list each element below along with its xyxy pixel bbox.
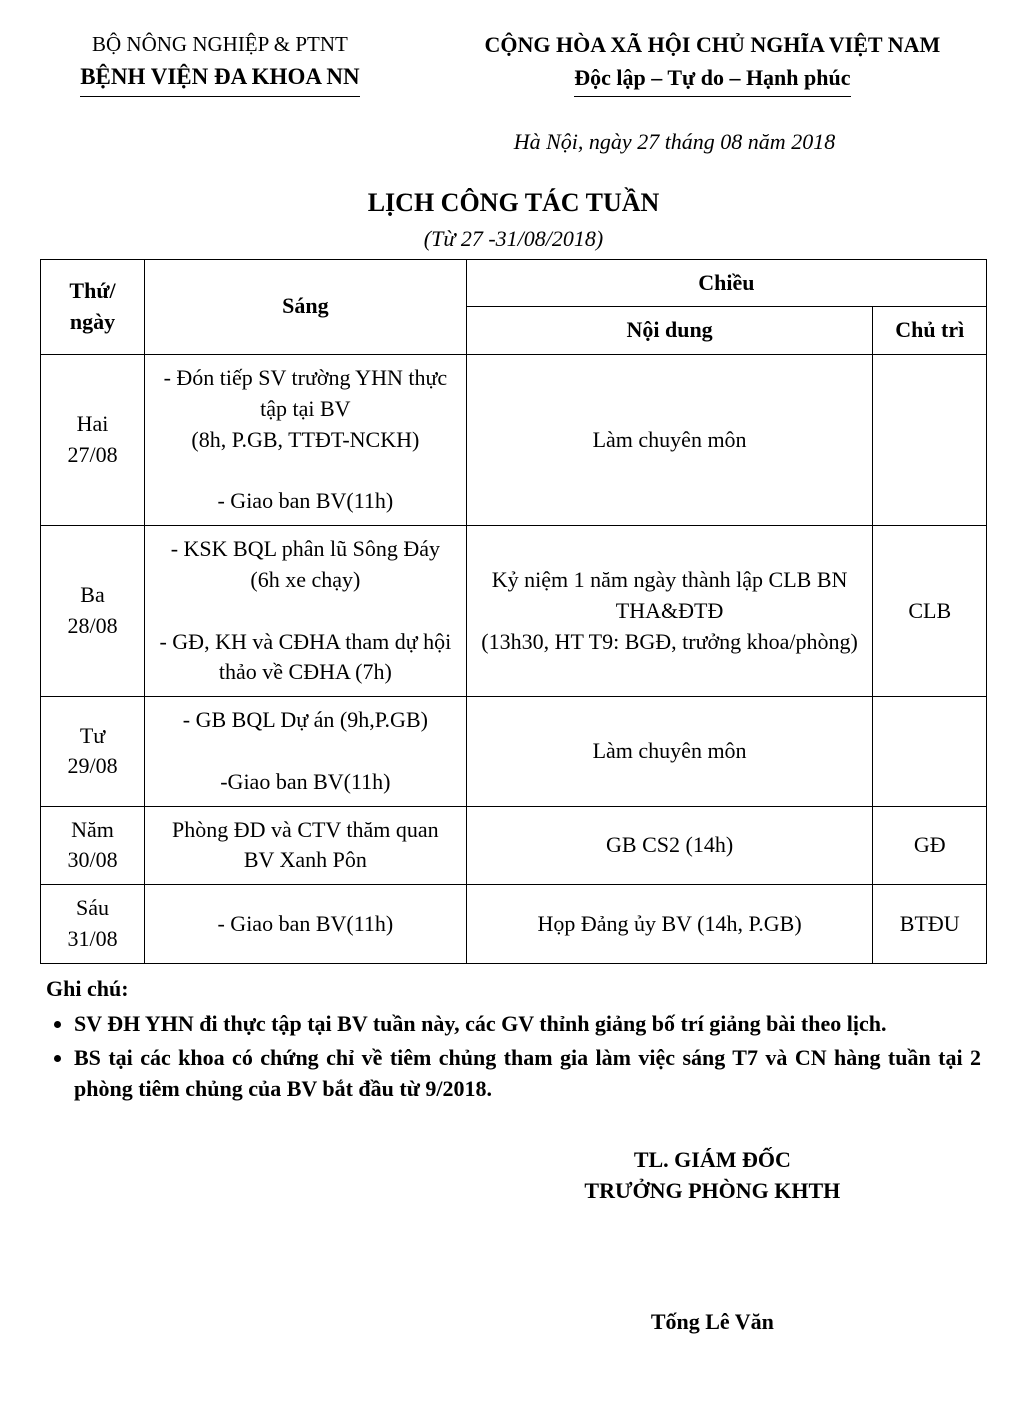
cell-content: Làm chuyên môn xyxy=(466,697,873,806)
table-row: Năm30/08Phòng ĐD và CTV thăm quan BV Xan… xyxy=(41,806,987,885)
cell-day: Hai27/08 xyxy=(41,355,145,526)
date-line: Hà Nội, ngày 27 tháng 08 năm 2018 xyxy=(400,127,949,158)
cell-morning: - Giao ban BV(11h) xyxy=(145,885,467,964)
org-parent: BỘ NÔNG NGHIỆP & PTNT xyxy=(40,30,400,59)
cell-content: GB CS2 (14h) xyxy=(466,806,873,885)
table-row: Ba28/08- KSK BQL phân lũ Sông Đáy (6h xe… xyxy=(41,526,987,697)
cell-morning: - Đón tiếp SV trường YHN thực tập tại BV… xyxy=(145,355,467,526)
th-morning: Sáng xyxy=(145,259,467,355)
th-content: Nội dung xyxy=(466,307,873,355)
org-name: BỆNH VIỆN ĐA KHOA NN xyxy=(80,61,359,96)
cell-chair: GĐ xyxy=(873,806,987,885)
cell-day: Sáu31/08 xyxy=(41,885,145,964)
cell-morning: - KSK BQL phân lũ Sông Đáy (6h xe chạy)-… xyxy=(145,526,467,697)
notes-section: Ghi chú: SV ĐH YHN đi thực tập tại BV tu… xyxy=(40,974,987,1105)
cell-morning: Phòng ĐD và CTV thăm quan BV Xanh Pôn xyxy=(145,806,467,885)
table-row: Hai27/08- Đón tiếp SV trường YHN thực tậ… xyxy=(41,355,987,526)
table-row: Sáu31/08- Giao ban BV(11h)Họp Đảng ủy BV… xyxy=(41,885,987,964)
header-right-block: CỘNG HÒA XÃ HỘI CHỦ NGHĨA VIỆT NAM Độc l… xyxy=(438,30,987,97)
table-row: Tư29/08- GB BQL Dự án (9h,P.GB)-Giao ban… xyxy=(41,697,987,806)
cell-chair xyxy=(873,697,987,806)
table-header: Thứ/ ngày Sáng Chiều Nội dung Chủ trì xyxy=(41,259,987,355)
signature-block: TL. GIÁM ĐỐC TRƯỞNG PHÒNG KHTH Tống Lê V… xyxy=(476,1145,950,1337)
table-body: Hai27/08- Đón tiếp SV trường YHN thực tậ… xyxy=(41,355,987,964)
signature-title-2: TRƯỞNG PHÒNG KHTH xyxy=(476,1176,950,1207)
th-chair: Chủ trì xyxy=(873,307,987,355)
th-afternoon: Chiều xyxy=(466,259,986,307)
cell-day: Ba28/08 xyxy=(41,526,145,697)
doc-title: LỊCH CÔNG TÁC TUẦN xyxy=(40,185,987,221)
cell-content: Kỷ niệm 1 năm ngày thành lập CLB BN THA&… xyxy=(466,526,873,697)
signature-title-1: TL. GIÁM ĐỐC xyxy=(476,1145,950,1176)
nation-line: CỘNG HÒA XÃ HỘI CHỦ NGHĨA VIỆT NAM xyxy=(438,30,987,61)
signature-name: Tống Lê Văn xyxy=(476,1307,950,1338)
notes-list: SV ĐH YHN đi thực tập tại BV tuần này, c… xyxy=(46,1009,981,1105)
notes-label: Ghi chú: xyxy=(46,976,129,1001)
cell-content: Làm chuyên môn xyxy=(466,355,873,526)
note-item: BS tại các khoa có chứng chỉ về tiêm chủ… xyxy=(74,1043,981,1105)
cell-morning: - GB BQL Dự án (9h,P.GB)-Giao ban BV(11h… xyxy=(145,697,467,806)
cell-chair: CLB xyxy=(873,526,987,697)
header-left-block: BỘ NÔNG NGHIỆP & PTNT BỆNH VIỆN ĐA KHOA … xyxy=(40,30,400,97)
cell-day: Tư29/08 xyxy=(41,697,145,806)
th-day: Thứ/ ngày xyxy=(41,259,145,355)
cell-chair xyxy=(873,355,987,526)
cell-day: Năm30/08 xyxy=(41,806,145,885)
doc-subtitle: (Từ 27 -31/08/2018) xyxy=(40,224,987,255)
cell-content: Họp Đảng ủy BV (14h, P.GB) xyxy=(466,885,873,964)
note-item: SV ĐH YHN đi thực tập tại BV tuần này, c… xyxy=(74,1009,981,1040)
document-header: BỘ NÔNG NGHIỆP & PTNT BỆNH VIỆN ĐA KHOA … xyxy=(40,30,987,97)
schedule-table: Thứ/ ngày Sáng Chiều Nội dung Chủ trì Ha… xyxy=(40,259,987,964)
cell-chair: BTĐU xyxy=(873,885,987,964)
motto-line: Độc lập – Tự do – Hạnh phúc xyxy=(574,63,850,97)
